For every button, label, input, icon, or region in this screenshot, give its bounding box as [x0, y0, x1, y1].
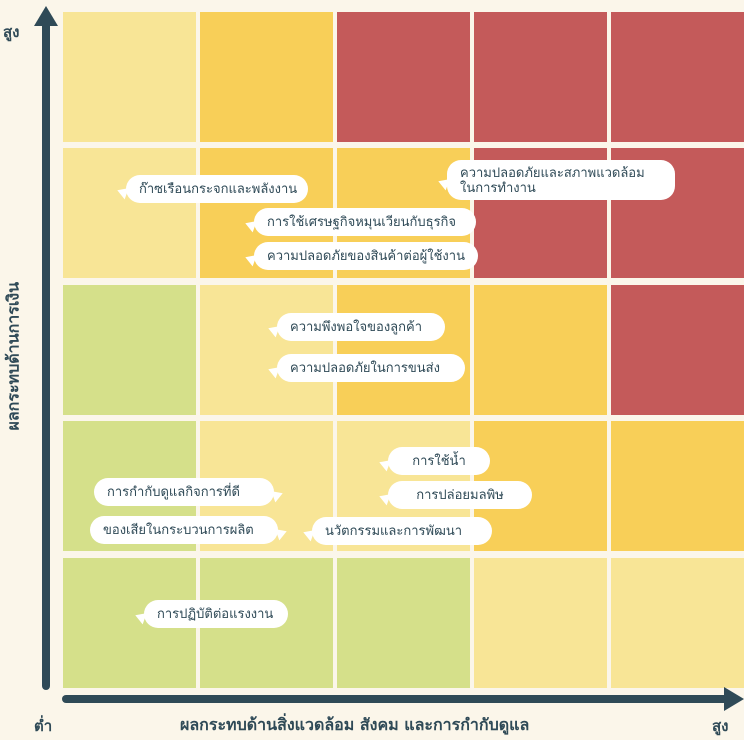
- matrix-cell: [474, 12, 607, 142]
- x-axis-arrow: [62, 687, 744, 711]
- y-axis-title: ผลกระทบด้านการเงิน: [3, 281, 23, 431]
- issue-label: ความปลอดภัยและสภาพแวดล้อม ในการทำงาน: [460, 166, 645, 196]
- matrix-cell: [337, 285, 470, 415]
- issue-good-governance: การกำกับดูแลกิจการที่ดี: [94, 478, 285, 506]
- issue-pollution: การปล่อยมลพิษ: [377, 481, 532, 509]
- issue-occupational-safety: ความปลอดภัยและสภาพแวดล้อม ในการทำงาน: [436, 160, 675, 200]
- matrix-cells: [63, 12, 744, 688]
- matrix-cell: [474, 558, 607, 688]
- issue-label: ก๊าซเรือนกระจกและพลังงาน: [139, 181, 298, 197]
- issue-label: ความปลอดภัยของสินค้าต่อผู้ใช้งาน: [267, 248, 465, 264]
- matrix-cell: [474, 285, 607, 415]
- x-axis-low-label: ต่ำ: [34, 717, 53, 735]
- issue-innovation: นวัตกรรมและการพัฒนา: [301, 517, 492, 545]
- matrix-cell: [611, 12, 744, 142]
- issue-ghg-energy: ก๊าซเรือนกระจกและพลังงาน: [115, 175, 308, 203]
- issue-water-use: การใช้น้ำ: [377, 447, 490, 475]
- y-axis-high-label: สูง: [3, 23, 20, 41]
- matrix-cell: [63, 148, 196, 278]
- issue-labour-practices: การปฏิบัติต่อแรงงาน: [133, 600, 288, 628]
- x-axis-title: ผลกระทบด้านสิ่งแวดล้อม สังคม และการกำกับ…: [180, 715, 530, 734]
- matrix-cell: [200, 285, 333, 415]
- issue-transport-safety: ความปลอดภัยในการขนส่ง: [266, 354, 465, 382]
- issue-label: การใช้น้ำ: [412, 453, 466, 469]
- matrix-cell: [200, 12, 333, 142]
- issue-label: การปล่อยมลพิษ: [416, 487, 504, 503]
- matrix-cell: [337, 558, 470, 688]
- issue-product-safety: ความปลอดภัยของสินค้าต่อผู้ใช้งาน: [243, 242, 478, 270]
- issue-customer-satisfaction: ความพึงพอใจของลูกค้า: [266, 313, 445, 341]
- issue-label: การปฏิบัติต่อแรงงาน: [157, 606, 274, 622]
- issue-label: ความพึงพอใจของลูกค้า: [290, 319, 422, 335]
- issue-label: นวัตกรรมและการพัฒนา: [325, 523, 463, 539]
- matrix-cell: [611, 421, 744, 551]
- matrix-cell: [337, 12, 470, 142]
- matrix-cell: [63, 285, 196, 415]
- issue-circular-economy: การใช้เศรษฐกิจหมุนเวียนกับธุรกิจ: [243, 208, 476, 236]
- issue-label: ความปลอดภัยในการขนส่ง: [290, 360, 440, 376]
- issue-label: การกำกับดูแลกิจการที่ดี: [107, 484, 240, 500]
- x-axis-high-label: สูง: [712, 717, 729, 735]
- matrix-cell: [63, 12, 196, 142]
- issue-label: ของเสียในกระบวนการผลิต: [103, 522, 254, 538]
- issue-production-waste: ของเสียในกระบวนการผลิต: [90, 516, 289, 544]
- matrix-cell: [611, 285, 744, 415]
- matrix-cell: [611, 558, 744, 688]
- y-axis-arrow: [34, 6, 58, 690]
- issue-label: การใช้เศรษฐกิจหมุนเวียนกับธุรกิจ: [267, 214, 457, 230]
